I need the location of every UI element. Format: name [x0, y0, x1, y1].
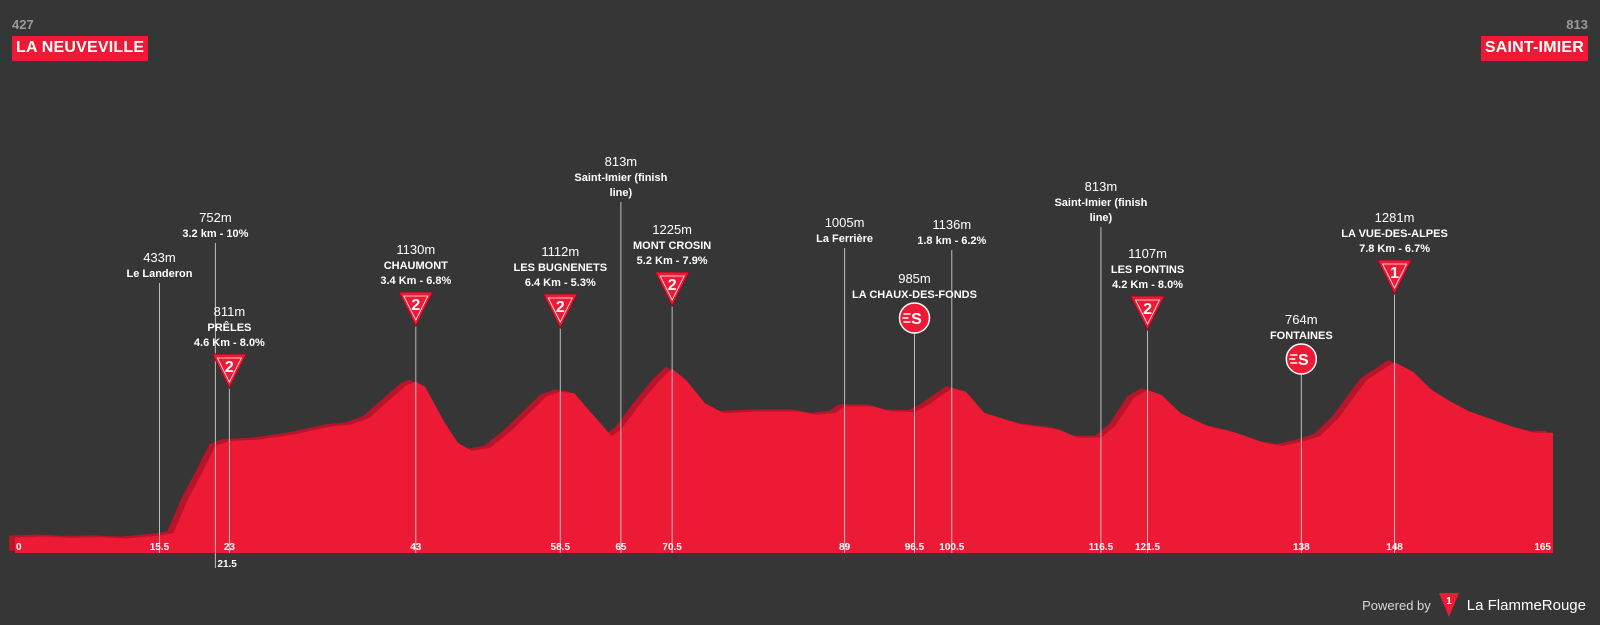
climb-category-2-icon [654, 271, 690, 308]
climb-category-1-icon [1376, 259, 1413, 296]
marker-label-km-121.5-line-0: LES PONTINS [1111, 264, 1184, 276]
climb-category-2-icon [211, 353, 248, 390]
tick-label-km-21.5: 21.5 [217, 559, 237, 570]
climb-category-2-icon [398, 291, 434, 328]
climb-category-2-inner-icon [547, 297, 573, 323]
tick-label-km-116.5: 116.5 [1089, 542, 1114, 553]
climb-category-2-icon [542, 293, 579, 330]
finish-label: 813 SAINT-IMIER [1480, 17, 1588, 61]
marker-label-km-65-line-0: Saint-Imier (finish [574, 172, 667, 184]
brand-name: La FlammeRouge [1466, 596, 1586, 614]
marker-altitude-km-21.5: 752m [199, 210, 232, 225]
tick-label-km-121.5: 121.5 [1135, 542, 1160, 553]
climb-category-2-inner-icon [216, 357, 243, 383]
marker-label-km-96.5-line-0: LA CHAUX-DES-FONDS [852, 289, 977, 301]
marker-altitude-km-138: 764m [1285, 312, 1318, 327]
marker-label-km-116.5-line-0: Saint-Imier (finish [1054, 197, 1147, 209]
marker-icons-group: 2 2 2 2 S 2 S 1 [211, 259, 1413, 390]
climb-category-2-icon [1129, 295, 1166, 332]
tick-label-km-165: 165 [1534, 542, 1551, 553]
start-label: 427 LA NEUVEVILLE [12, 17, 149, 61]
marker-altitude-km-23: 811m [214, 304, 246, 319]
sprint-icon [898, 302, 931, 334]
tick-label-km-65: 65 [615, 542, 627, 553]
climb-category-number-km-43: 2 [411, 297, 420, 314]
marker-label-km-148-line-1: 7.8 Km - 6.7% [1359, 243, 1430, 255]
finish-altitude: 813 [1566, 17, 1588, 32]
climb-category-number-km-148: 1 [1390, 265, 1399, 282]
footer: Powered by 1 La FlammeRouge [1362, 593, 1586, 617]
marker-altitude-km-100.5: 1136m [932, 217, 971, 232]
marker-label-km-70.5-line-0: MONT CROSIN [633, 240, 711, 252]
marker-altitude-km-70.5: 1225m [652, 222, 692, 237]
marker-labels-group: 433m Le Landeron 752m 3.2 km - 10% 811m PRÊLE… [126, 154, 1447, 349]
tick-label-km-23: 23 [224, 542, 236, 553]
marker-label-km-138-line-0: FONTAINES [1270, 330, 1333, 342]
sprint-letter-km-96.5: S [911, 311, 922, 328]
logo-number: 1 [1446, 596, 1452, 607]
tick-label-km-70.5: 70.5 [662, 542, 682, 553]
marker-altitude-km-58.5: 1112m [541, 244, 579, 259]
marker-label-km-58.5-line-0: LES BUGNENETS [514, 262, 608, 274]
sprint-letter-km-138: S [1298, 352, 1309, 369]
climb-category-number-km-70.5: 2 [668, 277, 677, 294]
powered-by-text: Powered by [1362, 597, 1431, 613]
tick-label-km-89: 89 [839, 542, 851, 553]
climb-category-number-km-58.5: 2 [556, 299, 565, 316]
tick-label-km-15.5: 15.5 [150, 542, 170, 553]
marker-label-km-121.5-line-1: 4.2 Km - 8.0% [1112, 279, 1183, 291]
marker-label-km-43-line-0: CHAUMONT [384, 260, 448, 272]
start-town: LA NEUVEVILLE [12, 36, 149, 61]
marker-label-km-21.5-line-0: 3.2 km - 10% [182, 228, 248, 240]
tick-label-km-43: 43 [410, 542, 422, 553]
marker-label-km-89-line-0: La Ferrière [816, 233, 873, 245]
climb-category-number-km-23: 2 [225, 359, 234, 376]
flamme-rouge-logo-icon: 1 [1438, 593, 1459, 617]
sprint-speed-lines-icon [902, 313, 911, 323]
marker-lines-group [158, 202, 1396, 553]
marker-altitude-km-148: 1281m [1375, 210, 1415, 225]
marker-altitude-km-65: 813m [605, 154, 638, 169]
marker-label-km-70.5-line-1: 5.2 Km - 7.9% [637, 255, 708, 267]
tick-label-km-96.5: 96.5 [905, 542, 925, 553]
tick-label-km-58.5: 58.5 [551, 542, 571, 553]
marker-label-km-23-line-0: PRÊLES [207, 321, 251, 334]
marker-label-km-148-line-0: LA VUE-DES-ALPES [1341, 228, 1448, 240]
start-altitude: 427 [12, 17, 34, 32]
marker-altitude-km-15.5: 433m [143, 250, 176, 265]
marker-label-km-23-line-1: 4.6 Km - 8.0% [194, 337, 265, 349]
marker-altitude-km-116.5: 813m [1085, 179, 1118, 194]
climb-category-2-inner-icon [659, 275, 685, 301]
climb-category-2-inner-icon [403, 295, 429, 321]
climb-category-number-km-121.5: 2 [1143, 301, 1152, 318]
marker-altitude-km-121.5: 1107m [1128, 246, 1167, 261]
marker-label-km-58.5-line-1: 6.4 Km - 5.3% [525, 277, 596, 289]
profile-area-group [9, 360, 1553, 553]
profile-area [15, 362, 1553, 553]
marker-label-km-43-line-1: 3.4 Km - 6.8% [380, 275, 451, 287]
marker-label-km-65-line-1: line) [610, 187, 633, 199]
marker-label-km-116.5-line-1: line) [1090, 212, 1113, 224]
marker-label-km-15.5-line-0: Le Landeron [126, 268, 192, 280]
marker-altitude-km-43: 1130m [396, 242, 435, 257]
marker-label-km-100.5-line-0: 1.8 km - 6.2% [917, 235, 986, 247]
tick-label-km-100.5: 100.5 [939, 542, 964, 553]
sprint-icon [1285, 343, 1318, 375]
marker-altitude-km-89: 1005m [825, 215, 865, 230]
finish-town: SAINT-IMIER [1480, 36, 1588, 61]
climb-category-1-inner-icon [1381, 263, 1408, 289]
climb-category-2-inner-icon [1134, 299, 1161, 325]
marker-altitude-km-96.5: 985m [898, 271, 931, 286]
tick-label-km-0: 0 [16, 542, 22, 553]
sprint-speed-lines-icon [1289, 354, 1298, 364]
distance-ticks-group: 0 15.5 21.5 23 43 58.5 65 70.5 89 96.5 100.5 116.5 1… [16, 542, 1551, 570]
tick-label-km-148: 148 [1386, 542, 1403, 553]
tick-label-km-138: 138 [1293, 542, 1310, 553]
